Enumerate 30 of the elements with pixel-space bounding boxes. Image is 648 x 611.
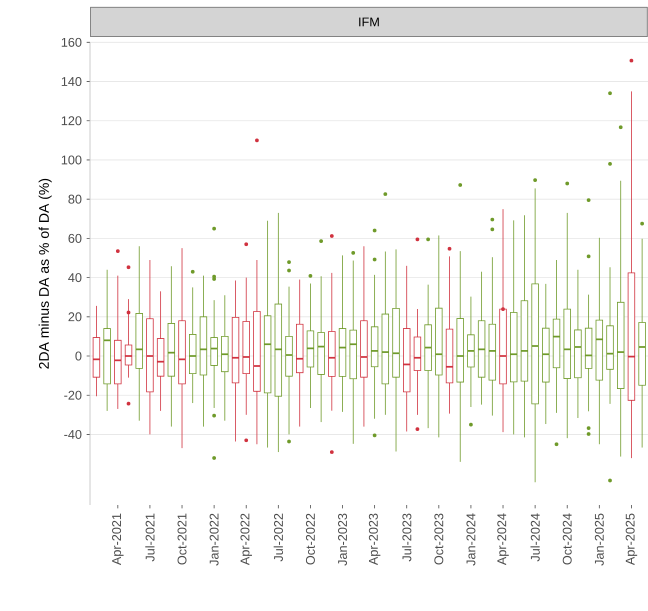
x-tick-label: Oct-2022 (306, 514, 315, 565)
x-tick-label: Jul-2024 (530, 513, 540, 562)
x-tick-label: Apr-2021 (112, 514, 124, 566)
x-tick-label: Jan-2022 (210, 514, 219, 566)
y-tick-label: 40 (68, 273, 82, 282)
y-tick-label: 60 (68, 234, 82, 243)
y-tick-label: 100 (62, 155, 82, 164)
chart-title: IFM (359, 18, 379, 26)
x-tick-label: Jan-2025 (594, 514, 604, 566)
y-tick-label: 20 (68, 312, 82, 322)
y-tick-label: 0 (75, 352, 82, 360)
y-tick-label: -20 (64, 390, 82, 400)
x-tick-label: Apr-2024 (497, 513, 509, 566)
y-axis-title: 2DA minus DA as % of DA (%) (38, 178, 52, 369)
x-tick-label: Jul-2023 (402, 514, 412, 562)
y-tick-label: -40 (64, 430, 82, 439)
x-tick-label: Apr-2022 (240, 514, 252, 566)
x-tick-label: Oct-2024 (562, 513, 572, 565)
x-tick-label: Oct-2023 (434, 514, 444, 565)
x-tick-label: Jan-2024 (466, 513, 476, 566)
y-tick-label: 140 (62, 77, 82, 86)
x-tick-label: Oct-2021 (178, 514, 187, 565)
x-tick-label: Jul-2021 (145, 514, 155, 562)
x-tick-label: Apr-2023 (368, 514, 380, 566)
x-tick-label: Jan-2023 (338, 514, 348, 566)
y-tick-label: 120 (62, 116, 82, 126)
y-tick-label: 80 (68, 194, 82, 204)
x-tick-label: Jul-2022 (274, 514, 283, 562)
x-tick-label: Apr-2025 (626, 514, 638, 566)
y-tick-label: 160 (62, 38, 82, 47)
